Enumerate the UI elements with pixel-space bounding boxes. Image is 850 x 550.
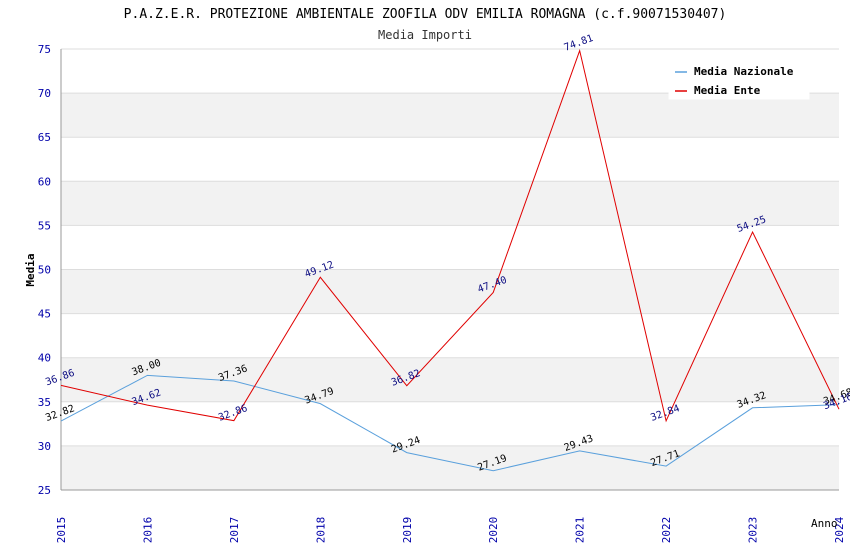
plot-band	[61, 269, 839, 314]
x-tick-label: 2024	[833, 516, 846, 543]
x-tick-label: 2023	[747, 517, 760, 544]
y-tick-labels: 25 30 35 40 45 50 55 60 65 70 75	[38, 43, 51, 497]
x-axis-label: Anno	[811, 517, 838, 530]
y-tick-label: 45	[38, 308, 51, 321]
x-tick-label: 2017	[228, 517, 241, 544]
x-tick-label: 2016	[141, 517, 154, 544]
series-lines	[60, 48, 840, 472]
plot-band	[61, 313, 839, 358]
y-tick-label: 35	[38, 396, 51, 409]
legend-label-media-ente: Media Ente	[694, 84, 761, 97]
axes	[60, 49, 839, 491]
plot-band	[61, 137, 839, 182]
x-tick-labels: 2015 2016 2017 2018 2019 2020 2021 2022 2023 2024	[55, 516, 846, 543]
x-tick-label: 2018	[314, 517, 327, 544]
y-axis-label: Media	[24, 253, 37, 286]
y-tick-label: 50	[38, 264, 51, 277]
chart-title: P.A.Z.E.R. PROTEZIONE AMBIENTALE ZOOFILA…	[124, 7, 727, 22]
y-tick-label: 30	[38, 440, 51, 453]
x-tick-label: 2020	[487, 517, 500, 544]
x-tick-label: 2019	[401, 517, 414, 544]
x-tick-label: 2022	[660, 517, 673, 544]
y-tick-label: 65	[38, 131, 51, 144]
series-line-media-nazionale	[60, 374, 840, 472]
chart-subtitle: Media Importi	[378, 28, 472, 42]
y-tick-label: 75	[38, 43, 51, 56]
y-tick-label: 70	[38, 87, 51, 100]
plot-band	[61, 225, 839, 270]
plot-background-bands	[61, 49, 839, 490]
series-line-media-ente	[60, 48, 840, 423]
legend-label-media-nazionale: Media Nazionale	[694, 65, 794, 78]
x-tick-label: 2021	[574, 517, 587, 544]
legend: Media Nazionale Media Ente	[668, 58, 810, 100]
plot-band	[61, 357, 839, 402]
y-tick-label: 60	[38, 175, 51, 188]
y-tick-label: 25	[38, 484, 51, 497]
y-tick-label: 40	[38, 352, 51, 365]
x-tick-label: 2015	[55, 517, 68, 544]
y-tick-label: 55	[38, 219, 51, 232]
plot-band	[61, 401, 839, 446]
plot-band	[61, 181, 839, 226]
legend-box	[668, 58, 810, 100]
plot-band	[61, 93, 839, 138]
plot-band	[61, 445, 839, 490]
